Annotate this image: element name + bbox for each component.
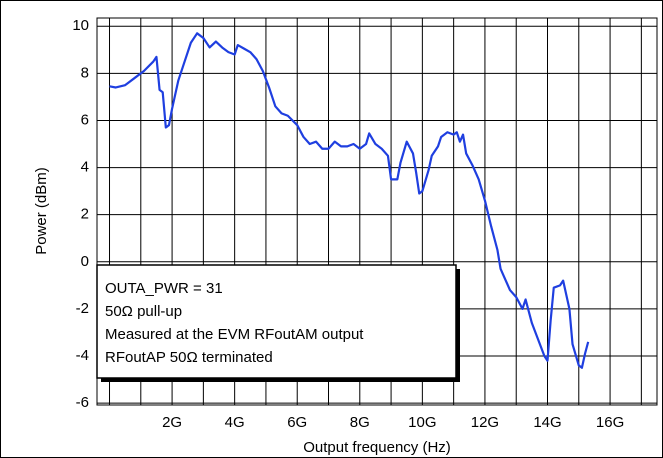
y-axis-label: Power (dBm): [33, 167, 50, 255]
x-axis-label: Output frequency (Hz): [303, 439, 451, 456]
y-tick-label: 0: [81, 253, 89, 270]
data-line: [109, 32, 590, 369]
x-tick-label: 8G: [350, 414, 370, 431]
y-tick-label: 10: [72, 17, 89, 34]
annotation-text: OUTA_PWR = 31: [105, 280, 223, 297]
x-tick-label: 12G: [471, 414, 499, 431]
x-tick-label: 2G: [162, 414, 182, 431]
annotation-text: RFoutAP 50Ω terminated: [105, 349, 273, 366]
y-tick-label: 2: [81, 206, 89, 223]
y-tick-label: -2: [76, 300, 89, 317]
y-tick-label: 4: [81, 159, 89, 176]
annotation-text: 50Ω pull-up: [105, 303, 182, 320]
x-tick-label: 14G: [533, 414, 561, 431]
x-tick-label: 10G: [408, 414, 436, 431]
y-tick-label: -4: [76, 347, 89, 364]
annotation-box: [96, 264, 457, 379]
y-tick-label: 6: [81, 111, 89, 128]
x-tick-label: 6G: [287, 414, 307, 431]
y-tick-label: 8: [81, 64, 89, 81]
x-tick-label: 4G: [225, 414, 245, 431]
annotation-text: Measured at the EVM RFoutAM output: [105, 326, 364, 343]
y-tick-label: -6: [76, 394, 89, 411]
x-tick-label: 16G: [596, 414, 624, 431]
